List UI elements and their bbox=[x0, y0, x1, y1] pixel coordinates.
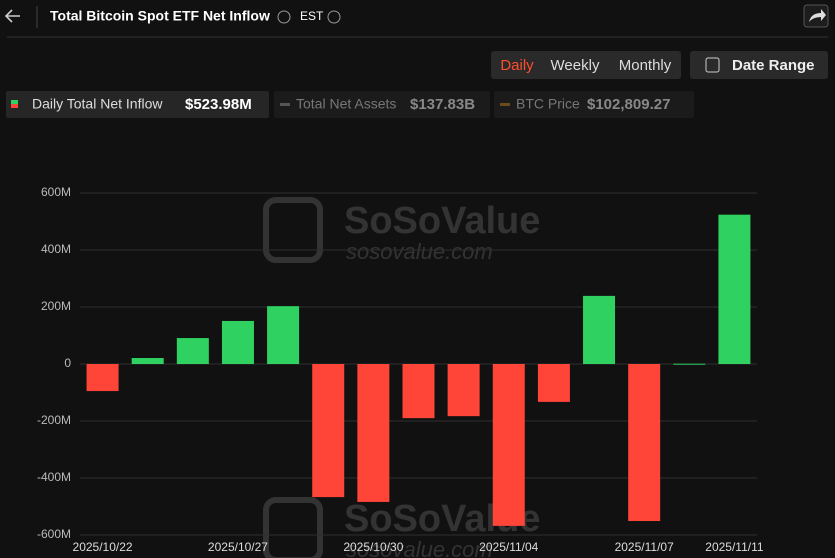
info-icon[interactable] bbox=[277, 10, 291, 24]
y-tick-label: -400M bbox=[37, 470, 71, 484]
y-tick-label: 400M bbox=[41, 242, 71, 256]
legend-label: Daily Total Net Inflow bbox=[32, 96, 163, 112]
legend-label: Total Net Assets bbox=[296, 96, 396, 112]
bar bbox=[628, 364, 661, 522]
bar bbox=[267, 306, 300, 364]
x-tick-label: 2025/10/22 bbox=[73, 540, 133, 554]
bar bbox=[357, 364, 390, 502]
bar bbox=[537, 364, 570, 402]
date-range-button[interactable] bbox=[690, 51, 828, 79]
y-tick-label: -600M bbox=[37, 527, 71, 541]
watermark-url: sosovalue.com bbox=[346, 537, 493, 558]
y-tick-label: 0 bbox=[64, 356, 71, 370]
watermark-logo bbox=[263, 197, 323, 263]
legend-item[interactable] bbox=[274, 91, 490, 118]
y-tick-label: 200M bbox=[41, 299, 71, 313]
bar bbox=[718, 214, 751, 364]
calendar-icon bbox=[705, 57, 720, 73]
x-tick-label: 2025/11/07 bbox=[615, 540, 674, 554]
x-tick-label: 2025/11/11 bbox=[705, 540, 764, 554]
watermark-url: sosovalue.com bbox=[346, 239, 493, 264]
bar bbox=[176, 338, 209, 364]
bar bbox=[492, 364, 525, 526]
x-tick-label: 2025/10/27 bbox=[208, 540, 268, 554]
timezone: EST bbox=[300, 9, 324, 23]
date-range-label: Date Range bbox=[732, 57, 815, 74]
bar bbox=[673, 363, 706, 365]
legend-value: $523.98M bbox=[185, 96, 252, 113]
info-icon[interactable] bbox=[327, 10, 341, 24]
legend-item[interactable] bbox=[6, 91, 269, 118]
bar bbox=[402, 364, 435, 419]
period-button[interactable]: Weekly bbox=[551, 57, 600, 74]
share-icon bbox=[809, 9, 826, 22]
bar bbox=[583, 295, 616, 364]
back-button[interactable] bbox=[4, 9, 20, 23]
legend-item[interactable] bbox=[494, 91, 694, 118]
x-tick-label: 2025/10/30 bbox=[343, 540, 403, 554]
bar bbox=[86, 364, 119, 392]
y-tick-label: -200M bbox=[37, 413, 71, 427]
legend-swatch bbox=[280, 103, 290, 106]
legend-label: BTC Price bbox=[516, 96, 580, 112]
watermark-brand: SoSoValue bbox=[344, 200, 540, 242]
x-tick-label: 2025/11/04 bbox=[479, 540, 538, 554]
legend-swatch bbox=[11, 100, 18, 104]
legend-value: $102,809.27 bbox=[587, 96, 670, 113]
legend-value: $137.83B bbox=[410, 96, 475, 113]
bar bbox=[447, 364, 480, 417]
watermark: SoSoValue sosovalue.com SoSoValue sosova… bbox=[263, 197, 540, 558]
title: Total Bitcoin Spot ETF Net Inflow bbox=[50, 8, 270, 24]
legend-swatch bbox=[500, 103, 510, 106]
period-button[interactable]: Daily bbox=[500, 57, 534, 74]
period-toggle bbox=[491, 51, 681, 79]
y-tick-label: 600M bbox=[41, 185, 71, 199]
bar bbox=[131, 358, 164, 364]
bar bbox=[312, 364, 345, 498]
watermark-logo bbox=[263, 497, 323, 558]
period-button[interactable]: Monthly bbox=[619, 57, 672, 74]
bar bbox=[221, 320, 254, 364]
legend-swatch bbox=[11, 104, 18, 108]
